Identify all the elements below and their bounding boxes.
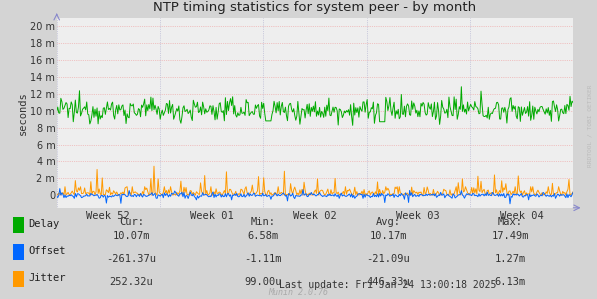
Text: Max:: Max: [498,217,523,227]
Text: 6.13m: 6.13m [495,277,526,286]
Text: Delay: Delay [29,219,60,229]
Text: Avg:: Avg: [376,217,401,227]
Y-axis label: seconds: seconds [17,91,27,135]
Text: RRDTOOL / TOBI OETIKER: RRDTOOL / TOBI OETIKER [588,84,593,167]
Text: 99.00u: 99.00u [244,277,281,286]
Text: 17.49m: 17.49m [492,231,529,241]
Text: Last update: Fri Jan 24 13:00:18 2025: Last update: Fri Jan 24 13:00:18 2025 [279,280,497,290]
Text: Jitter: Jitter [29,273,66,283]
Text: 446.33u: 446.33u [366,277,410,286]
Text: 252.32u: 252.32u [109,277,153,286]
Text: Min:: Min: [250,217,275,227]
Text: Munin 2.0.76: Munin 2.0.76 [269,288,328,297]
Text: -261.37u: -261.37u [106,254,156,263]
Text: -21.09u: -21.09u [366,254,410,263]
Title: NTP timing statistics for system peer - by month: NTP timing statistics for system peer - … [153,1,476,14]
Text: -1.11m: -1.11m [244,254,281,263]
Text: 10.17m: 10.17m [370,231,407,241]
Text: 1.27m: 1.27m [495,254,526,263]
Text: 10.07m: 10.07m [113,231,150,241]
Text: 6.58m: 6.58m [247,231,278,241]
Text: Offset: Offset [29,246,66,256]
Text: Cur:: Cur: [119,217,144,227]
